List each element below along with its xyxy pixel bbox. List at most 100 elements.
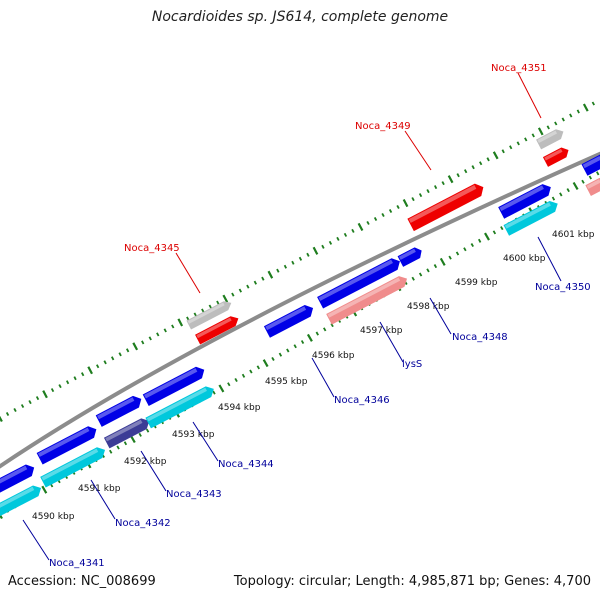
major-tick xyxy=(0,512,3,520)
minor-tick xyxy=(411,197,415,202)
grey-feature-block xyxy=(536,129,564,150)
minor-tick xyxy=(321,244,325,249)
forward-cds-block xyxy=(95,395,142,427)
purple-feature-block-body xyxy=(103,418,150,449)
genome-backbone xyxy=(0,151,600,469)
kbp-label: 4598 kbp xyxy=(407,302,450,312)
leader-line xyxy=(90,479,116,520)
gene-label: Noca_4350 xyxy=(535,282,591,293)
minor-tick xyxy=(306,252,310,257)
minor-tick xyxy=(216,300,220,305)
gene-label: Noca_4341 xyxy=(49,558,105,569)
minor-tick xyxy=(470,243,474,248)
forward-cds-block xyxy=(498,184,551,219)
leader-line xyxy=(311,357,335,398)
minor-tick xyxy=(116,445,120,450)
minor-tick xyxy=(253,280,257,285)
genome-summary-text: Topology: circular; Length: 4,985,871 bp… xyxy=(233,574,591,589)
reverse-cds-block xyxy=(145,386,214,429)
forward-cds-block xyxy=(142,366,205,407)
reverse-cds-block xyxy=(40,447,106,488)
pink-feature-block xyxy=(585,177,600,196)
minor-tick xyxy=(148,336,152,341)
minor-tick xyxy=(13,407,17,413)
red-feature-block-highlight xyxy=(196,317,232,339)
minor-tick xyxy=(561,117,565,122)
minor-tick xyxy=(596,171,600,176)
minor-tick xyxy=(261,276,265,281)
minor-tick xyxy=(163,328,167,333)
forward-cds-block-highlight xyxy=(582,155,600,169)
kbp-label: 4600 kbp xyxy=(503,254,546,264)
reverse-cds-block-highlight xyxy=(504,202,551,229)
minor-tick xyxy=(123,441,128,446)
minor-tick xyxy=(464,169,468,174)
forward-cds-block-body xyxy=(397,247,422,267)
major-tick xyxy=(41,485,48,494)
kbp-label: 4595 kbp xyxy=(265,377,308,387)
minor-tick xyxy=(156,332,160,337)
major-tick xyxy=(439,257,446,266)
minor-tick xyxy=(58,384,62,389)
minor-tick xyxy=(418,193,423,198)
major-tick xyxy=(402,198,409,208)
minor-tick xyxy=(212,390,216,395)
minor-tick xyxy=(141,340,145,345)
major-tick xyxy=(177,318,184,327)
minor-tick xyxy=(396,204,400,210)
gene-label: Noca_4343 xyxy=(166,489,222,500)
minor-tick xyxy=(126,348,130,353)
minor-tick xyxy=(96,364,100,369)
minor-tick xyxy=(111,356,115,361)
leader-line xyxy=(192,421,219,462)
leader-line xyxy=(517,72,542,119)
minor-tick xyxy=(238,288,242,293)
major-tick xyxy=(582,103,589,112)
minor-tick xyxy=(227,382,231,387)
minor-tick xyxy=(509,145,513,150)
minor-tick xyxy=(323,327,327,332)
pink-feature-block-highlight xyxy=(586,179,600,189)
minor-tick xyxy=(276,268,280,273)
major-tick xyxy=(42,390,48,399)
minor-tick xyxy=(208,304,212,309)
red-feature-block xyxy=(195,316,239,345)
major-tick xyxy=(492,151,499,160)
reverse-cds-block-body xyxy=(0,485,42,518)
minor-tick xyxy=(433,185,438,190)
minor-tick xyxy=(486,157,490,162)
minor-tick xyxy=(343,232,348,237)
gene-label: Noca_4348 xyxy=(452,332,508,343)
forward-cds-block-highlight xyxy=(37,427,90,457)
leader-line xyxy=(429,297,452,335)
minor-tick xyxy=(5,411,10,417)
minor-tick xyxy=(283,264,287,269)
red-feature-block xyxy=(542,147,569,167)
red-feature-block-body xyxy=(407,183,484,232)
minor-tick xyxy=(73,376,77,381)
minor-tick xyxy=(249,369,253,374)
minor-tick xyxy=(463,247,467,252)
forward-cds-block xyxy=(317,258,400,309)
reverse-cds-block-highlight xyxy=(146,387,207,422)
minor-tick xyxy=(246,284,250,289)
minor-tick xyxy=(171,324,175,329)
kbp-label: 4593 kbp xyxy=(172,430,215,440)
major-tick xyxy=(0,415,3,423)
major-tick xyxy=(132,342,139,351)
red-feature-block-body xyxy=(195,316,239,345)
minor-tick xyxy=(426,268,430,273)
outer-tick-track xyxy=(0,101,595,423)
minor-tick xyxy=(501,149,505,154)
forward-cds-block-body xyxy=(0,464,35,497)
minor-tick xyxy=(581,179,585,184)
gene-labels: Noca_4351 Noca_4349 Noca_4345 Noca_4350 … xyxy=(49,63,591,569)
forward-cds-block xyxy=(397,247,422,267)
forward-cds-block-body xyxy=(581,154,600,176)
major-tick xyxy=(312,246,319,255)
minor-tick xyxy=(193,312,197,317)
accession-text: Accession: NC_008699 xyxy=(8,574,156,589)
pink-feature-block xyxy=(326,276,408,325)
minor-tick xyxy=(35,396,40,401)
